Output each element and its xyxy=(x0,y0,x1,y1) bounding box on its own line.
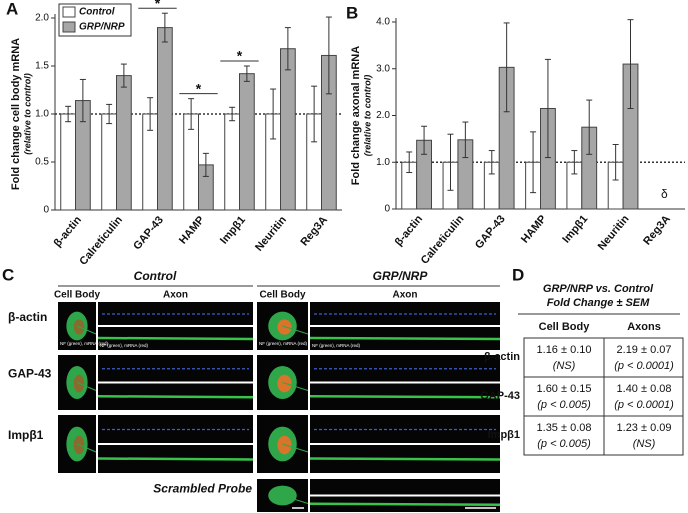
cell-value: 1.60 ± 0.15 xyxy=(537,383,592,395)
cell-value: 1.23 ± 0.09 xyxy=(617,422,672,434)
y-tick-label: 1.0 xyxy=(376,157,390,168)
x-tick-label: Neuritin xyxy=(596,213,632,253)
row-label: β-actin xyxy=(8,310,47,324)
row-label: GAP-43 xyxy=(8,367,52,381)
cell-value: 1.35 ± 0.08 xyxy=(537,422,592,434)
axon-signal xyxy=(309,336,501,341)
bar xyxy=(101,113,117,211)
y-tick-label: 2.0 xyxy=(376,110,390,121)
panel-letter: C xyxy=(2,265,14,284)
x-tick-label: Neuritin xyxy=(253,214,289,254)
x-tick-label: β-actin xyxy=(52,214,85,250)
cell-significance: (p < 0.0001) xyxy=(614,399,674,411)
annotation: * xyxy=(237,48,243,64)
x-tick-label: GAP-43 xyxy=(473,213,508,251)
cell-significance: (p < 0.005) xyxy=(537,438,591,450)
x-tick-label: Calreticulin xyxy=(419,213,467,267)
condition-header: GRP/NRP xyxy=(373,269,429,283)
bar xyxy=(280,48,296,211)
row-label: GAP-43 xyxy=(480,390,520,402)
image-caption: NF (green), mRNA (red) xyxy=(259,341,308,346)
bar xyxy=(239,73,255,211)
axon-signal xyxy=(97,336,254,341)
axon-image xyxy=(98,302,253,325)
image-caption: NF (green), mRNA (red) xyxy=(312,343,361,348)
x-tick-label: HAMP xyxy=(177,214,207,247)
row-label: Impβ1 xyxy=(488,429,520,441)
legend-label: GRP/NRP xyxy=(79,22,125,33)
y-tick-label: 0.5 xyxy=(35,157,49,168)
y-tick-label: 0 xyxy=(43,205,49,216)
bar xyxy=(60,113,77,211)
x-tick-label: HAMP xyxy=(519,213,549,246)
neurite xyxy=(282,382,309,391)
column-header: Axon xyxy=(163,290,188,301)
axon-signal xyxy=(309,457,501,461)
image-caption: NF (green), mRNA (red) xyxy=(100,343,149,348)
neurite xyxy=(76,443,97,453)
condition-header: Control xyxy=(134,269,177,283)
axon-signal xyxy=(97,457,254,461)
neurite xyxy=(282,443,309,453)
axon-signal xyxy=(97,395,254,399)
column-header: Cell Body xyxy=(54,290,101,301)
bar xyxy=(116,75,132,211)
bar xyxy=(157,27,173,211)
x-tick-label: GAP-43 xyxy=(131,214,166,252)
neurite xyxy=(76,382,97,391)
panel-letter: A xyxy=(6,0,18,18)
legend-swatch xyxy=(62,6,76,18)
table-subtitle: Fold Change ± SEM xyxy=(547,297,650,309)
x-tick-label: Impβ1 xyxy=(560,213,590,246)
cell-significance: (p < 0.0001) xyxy=(614,360,674,372)
annotation: δ xyxy=(661,187,668,201)
x-tick-label: Reg3A xyxy=(298,214,330,248)
row-label: Impβ1 xyxy=(8,428,44,442)
x-tick-label: β-actin xyxy=(393,213,426,249)
cell-value: 2.19 ± 0.07 xyxy=(617,344,672,356)
x-tick-label: Calreticulin xyxy=(77,214,125,268)
row-label: β-actin xyxy=(484,351,520,363)
y-tick-label: 0 xyxy=(384,204,390,215)
x-tick-label: Reg3A xyxy=(641,213,673,247)
y-axis-sublabel: (relative to control) xyxy=(22,73,32,155)
x-tick-label: Impβ1 xyxy=(218,214,248,247)
y-axis-label: Fold change cell body mRNA xyxy=(10,38,22,190)
cell-significance: (NS) xyxy=(633,438,656,450)
column-header: Axon xyxy=(393,290,418,301)
panel-letter: D xyxy=(512,265,524,284)
row-label: Scrambled Probe xyxy=(153,482,252,496)
y-axis-sublabel: (relative to control) xyxy=(362,75,372,157)
axon-image xyxy=(310,479,500,495)
column-header: Axons xyxy=(627,321,661,333)
annotation: * xyxy=(155,0,161,11)
cell-value: 1.40 ± 0.08 xyxy=(617,383,672,395)
table-title: GRP/NRP vs. Control xyxy=(543,283,654,295)
cell-significance: (NS) xyxy=(553,360,576,372)
legend-swatch xyxy=(62,21,76,33)
image-caption: NF (green), mRNA (red) xyxy=(60,341,109,346)
column-header: Cell Body xyxy=(259,290,306,301)
axon-signal xyxy=(309,395,501,399)
bar xyxy=(224,113,241,211)
axon-signal xyxy=(309,502,501,506)
neurite xyxy=(282,495,309,504)
annotation: * xyxy=(196,80,202,96)
column-header: Cell Body xyxy=(539,321,591,333)
y-tick-label: 3.0 xyxy=(376,63,390,74)
y-tick-label: 1.0 xyxy=(35,109,49,120)
y-tick-label: 1.5 xyxy=(35,61,49,72)
cell-value: 1.16 ± 0.10 xyxy=(537,344,592,356)
y-tick-label: 4.0 xyxy=(376,17,390,28)
legend-label: Control xyxy=(79,7,115,18)
y-axis-label: Fold change axonal mRNA xyxy=(350,46,362,185)
neurite xyxy=(282,325,309,335)
panel-letter: B xyxy=(346,3,358,22)
cell-significance: (p < 0.005) xyxy=(537,399,591,411)
neurite xyxy=(76,325,97,335)
y-tick-label: 2.0 xyxy=(35,13,49,24)
